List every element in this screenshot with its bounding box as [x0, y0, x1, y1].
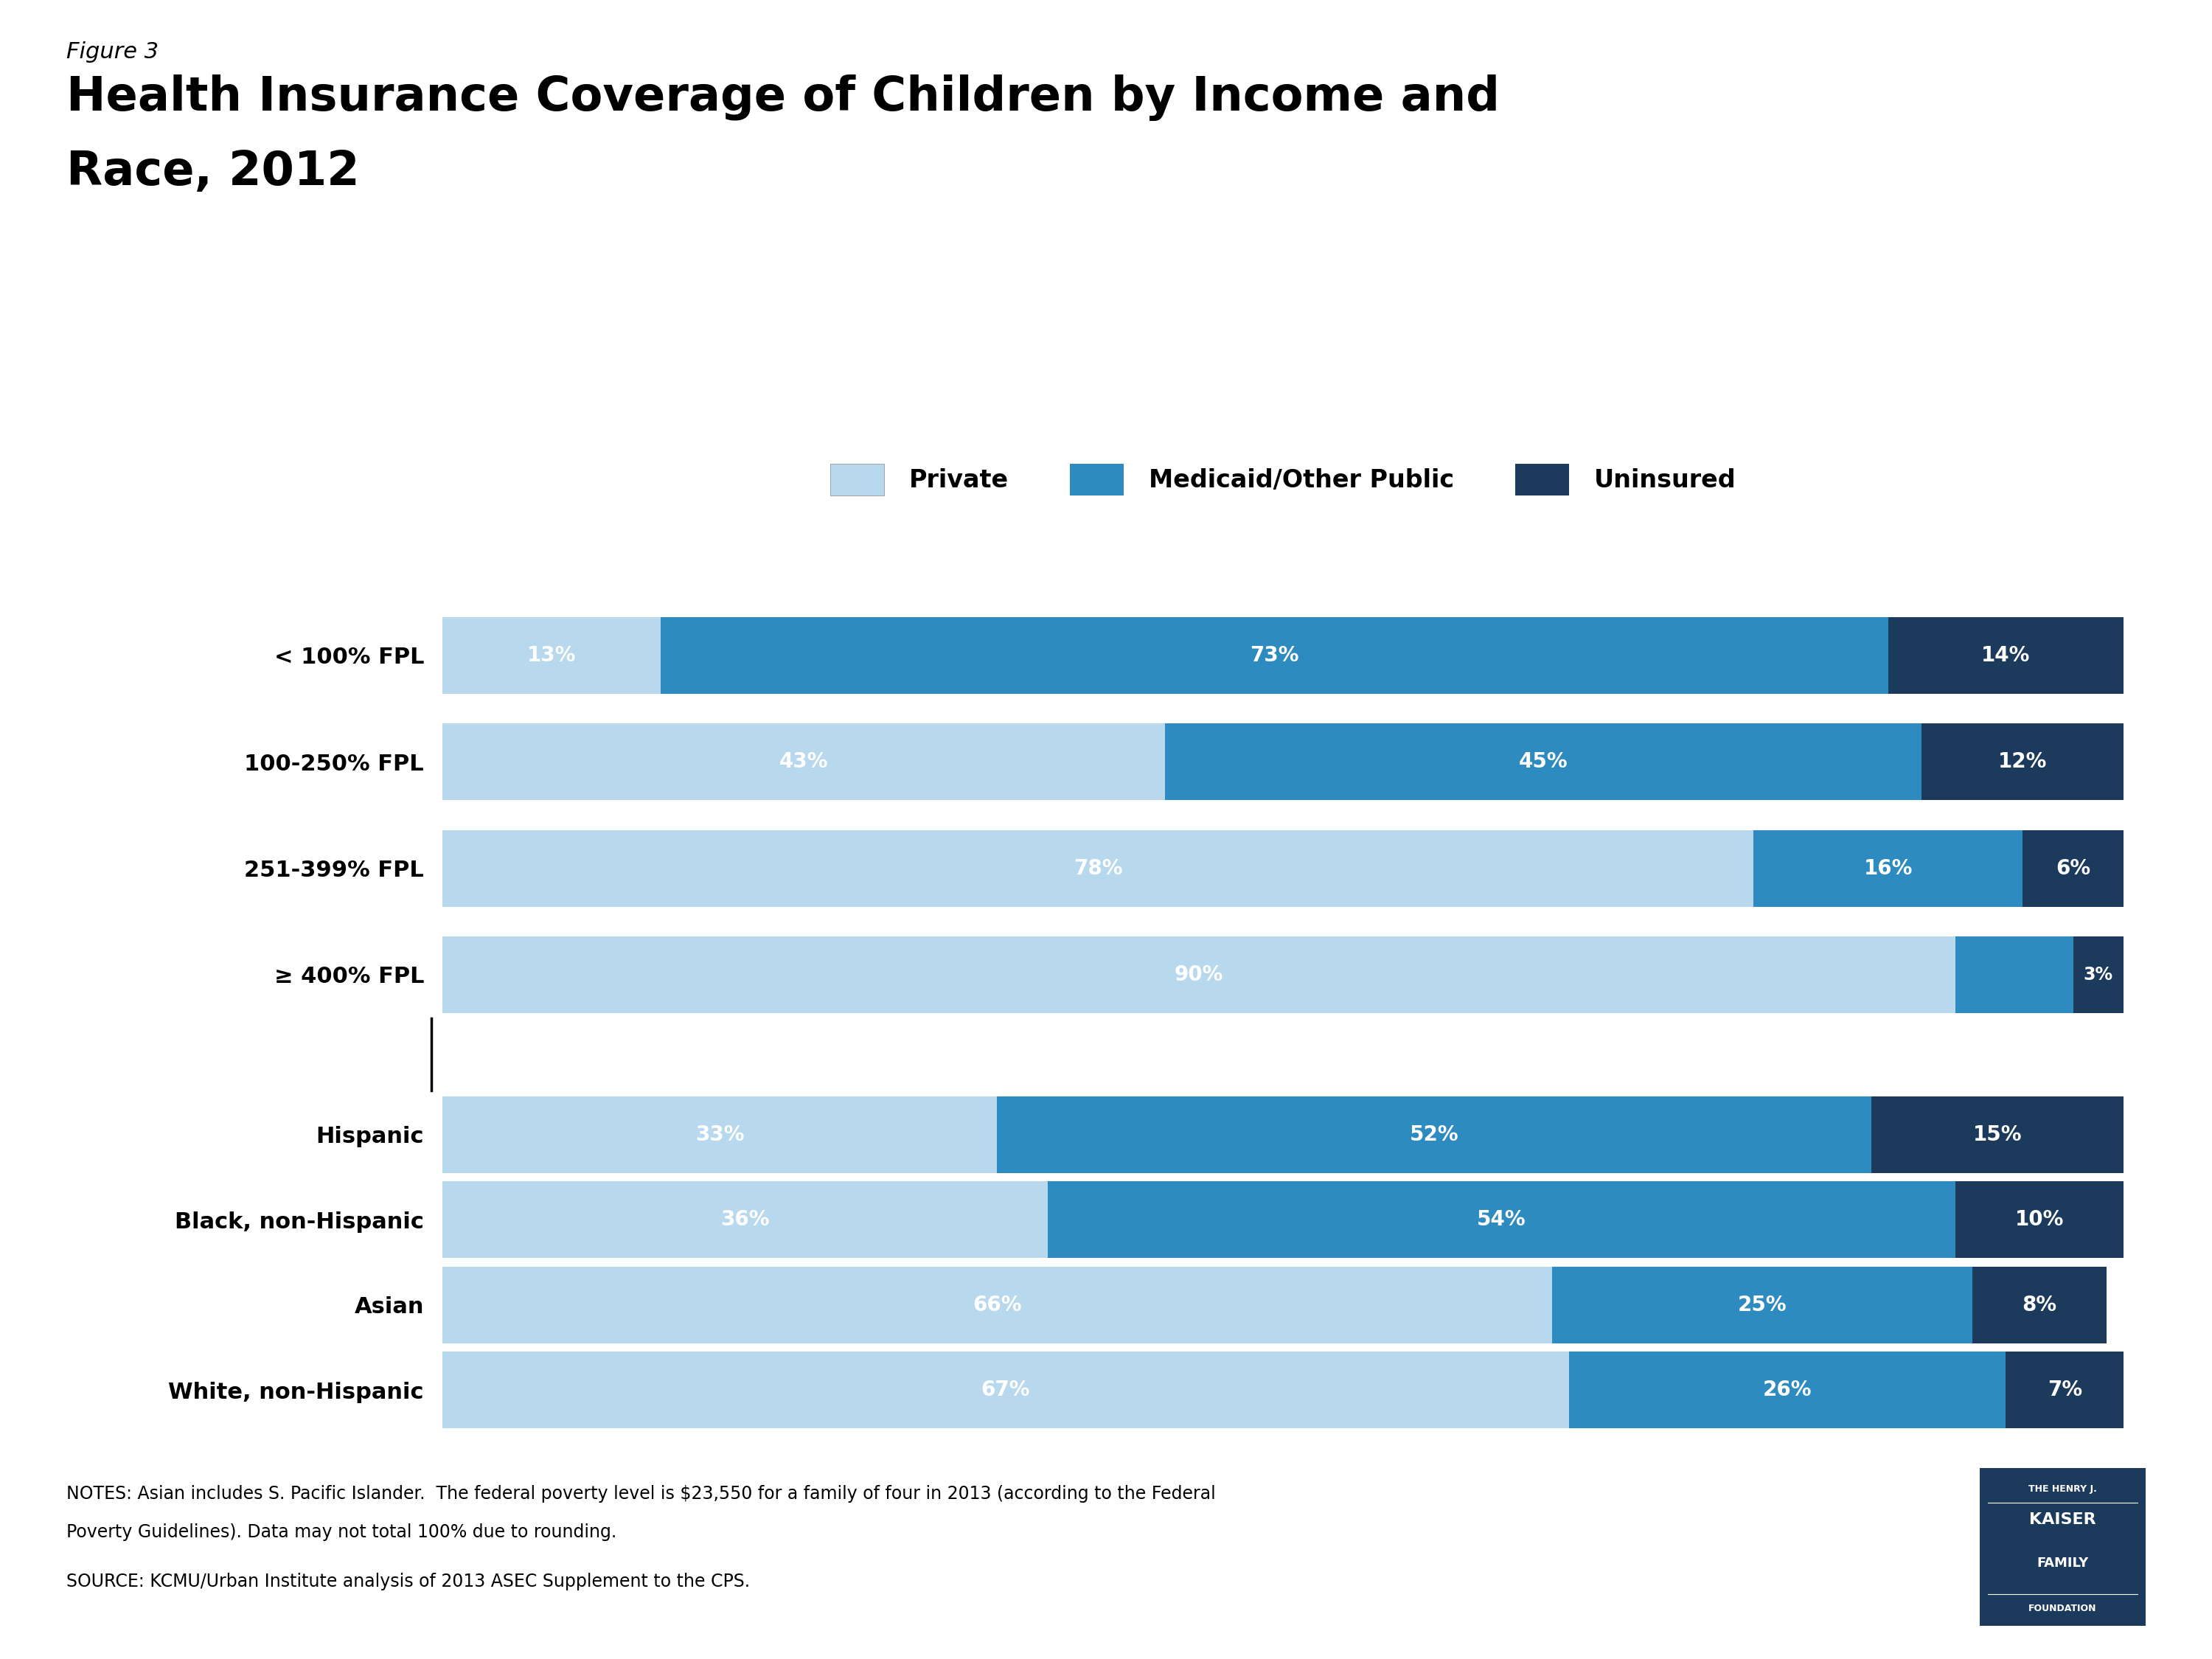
- Bar: [998, 1097, 1871, 1173]
- Text: FAMILY: FAMILY: [2037, 1556, 2088, 1569]
- Bar: [442, 1352, 1568, 1428]
- Legend: Private, Medicaid/Other Public, Uninsured: Private, Medicaid/Other Public, Uninsure…: [830, 463, 1736, 494]
- Text: 15%: 15%: [1973, 1125, 2022, 1145]
- Text: Figure 3: Figure 3: [66, 41, 159, 63]
- Text: 14%: 14%: [1982, 645, 2031, 665]
- Text: 10%: 10%: [2015, 1209, 2064, 1229]
- Bar: [1922, 723, 2124, 800]
- Text: 3%: 3%: [2084, 966, 2112, 984]
- Text: 6%: 6%: [2055, 858, 2090, 879]
- Text: 90%: 90%: [1175, 964, 1223, 985]
- Text: Poverty Guidelines). Data may not total 100% due to rounding.: Poverty Guidelines). Data may not total …: [66, 1523, 617, 1541]
- Text: 26%: 26%: [1763, 1380, 1812, 1400]
- Bar: [442, 617, 661, 693]
- Bar: [442, 1097, 998, 1173]
- Bar: [2006, 1352, 2124, 1428]
- Bar: [442, 723, 1166, 800]
- Bar: [661, 617, 1889, 693]
- Bar: [2073, 936, 2124, 1014]
- Bar: [1166, 723, 1922, 800]
- Text: 45%: 45%: [1520, 752, 1568, 771]
- Text: 43%: 43%: [779, 752, 827, 771]
- Bar: [1553, 1266, 1973, 1344]
- Text: THE HENRY J.: THE HENRY J.: [2028, 1483, 2097, 1493]
- Text: 54%: 54%: [1478, 1209, 1526, 1229]
- Text: 16%: 16%: [1865, 858, 1913, 879]
- Text: 52%: 52%: [1409, 1125, 1460, 1145]
- Text: 7%: 7%: [2048, 1380, 2081, 1400]
- Text: 8%: 8%: [2022, 1294, 2057, 1316]
- Bar: [2022, 830, 2124, 906]
- Bar: [442, 936, 1955, 1014]
- Bar: [442, 830, 1754, 906]
- Text: FOUNDATION: FOUNDATION: [2028, 1604, 2097, 1613]
- Bar: [1754, 830, 2022, 906]
- Bar: [1889, 617, 2124, 693]
- Text: 25%: 25%: [1736, 1294, 1787, 1316]
- Bar: [1955, 1181, 2124, 1258]
- Text: Health Insurance Coverage of Children by Income and: Health Insurance Coverage of Children by…: [66, 75, 1500, 121]
- Text: 78%: 78%: [1073, 858, 1121, 879]
- Bar: [1048, 1181, 1955, 1258]
- Text: 73%: 73%: [1250, 645, 1298, 665]
- Text: 13%: 13%: [526, 645, 575, 665]
- Text: KAISER: KAISER: [2028, 1513, 2097, 1526]
- Text: 33%: 33%: [695, 1125, 743, 1145]
- Text: 36%: 36%: [721, 1209, 770, 1229]
- Text: 66%: 66%: [973, 1294, 1022, 1316]
- Text: 12%: 12%: [1997, 752, 2046, 771]
- Text: NOTES: Asian includes S. Pacific Islander.  The federal poverty level is $23,550: NOTES: Asian includes S. Pacific Islande…: [66, 1485, 1217, 1503]
- Bar: [1955, 936, 2073, 1014]
- Bar: [1871, 1097, 2124, 1173]
- Bar: [442, 1266, 1553, 1344]
- Text: SOURCE: KCMU/Urban Institute analysis of 2013 ASEC Supplement to the CPS.: SOURCE: KCMU/Urban Institute analysis of…: [66, 1573, 750, 1591]
- Bar: [1568, 1352, 2006, 1428]
- Text: Race, 2012: Race, 2012: [66, 149, 361, 196]
- Bar: [1973, 1266, 2106, 1344]
- Text: 67%: 67%: [982, 1380, 1031, 1400]
- Bar: [442, 1181, 1048, 1258]
